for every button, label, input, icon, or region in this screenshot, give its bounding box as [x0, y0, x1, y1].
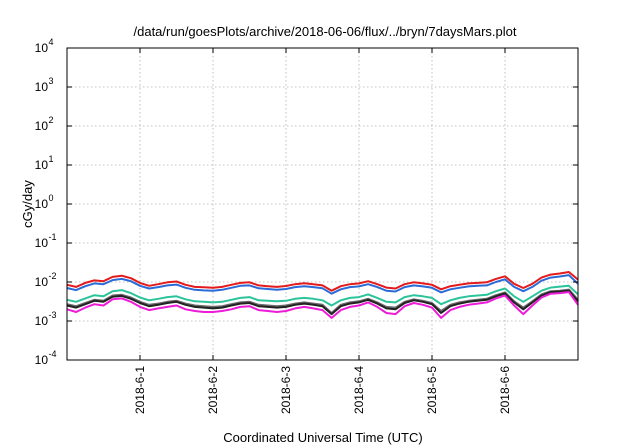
ticks — [67, 47, 578, 361]
y-tick-label: 10 — [35, 41, 49, 55]
y-tick-exponent: -3 — [49, 310, 57, 320]
y-tick-label: 10 — [35, 353, 49, 367]
series-lines — [66, 271, 579, 319]
y-tick-label: 10 — [35, 80, 49, 94]
series-line — [66, 271, 579, 292]
x-tick-label: 2018-6-3 — [279, 366, 293, 414]
x-tick-labels: 2018-6-1 2018-6-2 2018-6-3 2018-6-4 2018-6-5… — [133, 366, 512, 414]
y-tick-label: 10 — [35, 275, 49, 289]
y-tick-exponent: 1 — [49, 154, 54, 164]
y-tick-label: 10 — [35, 197, 49, 211]
x-axis-label: Coordinated Universal Time (UTC) — [223, 430, 422, 445]
x-tick-label: 2018-6-5 — [425, 366, 439, 414]
y-tick-label: 10 — [35, 314, 49, 328]
x-tick-label: 2018-6-6 — [498, 366, 512, 414]
x-tick-label: 2018-6-2 — [206, 366, 220, 414]
y-tick-label: 10 — [35, 236, 49, 250]
y-tick-exponent: -1 — [49, 232, 57, 242]
y-tick-exponent: -2 — [49, 271, 57, 281]
x-tick-label: 2018-6-4 — [352, 366, 366, 414]
y-tick-exponent: 4 — [49, 37, 54, 47]
series-line — [66, 289, 579, 316]
y-tick-exponent: 0 — [49, 193, 54, 203]
y-tick-label: 10 — [35, 158, 49, 172]
y-tick-label: 10 — [35, 119, 49, 133]
series-line — [66, 274, 579, 295]
series-line — [66, 284, 579, 307]
grid — [67, 48, 578, 360]
y-tick-exponent: -4 — [49, 349, 57, 359]
series-line — [66, 291, 579, 319]
x-tick-label: 2018-6-1 — [133, 366, 147, 414]
chart-title: /data/run/goesPlots/archive/2018-06-06/f… — [134, 24, 517, 39]
y-axis-label: cGy/day — [20, 180, 35, 228]
y-tick-exponent: 3 — [49, 76, 54, 86]
y-tick-exponent: 2 — [49, 115, 54, 125]
